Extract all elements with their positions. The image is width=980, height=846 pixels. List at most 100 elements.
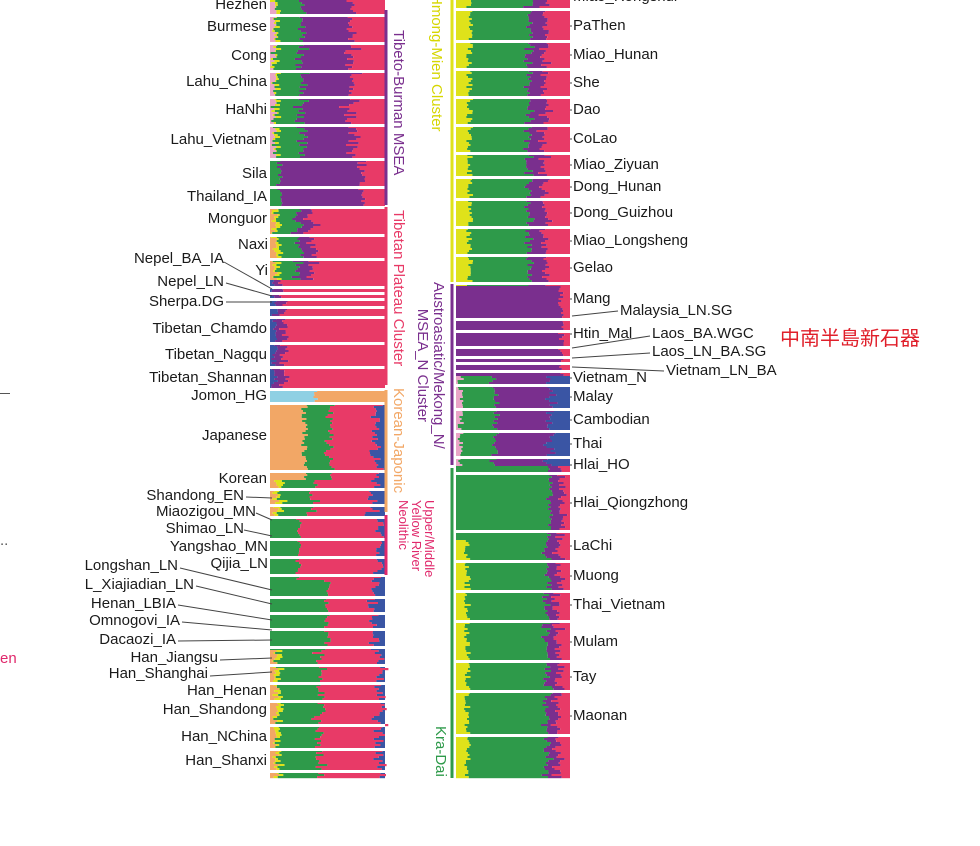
- admixture-segment: [547, 180, 570, 183]
- admixture-segment: [545, 106, 570, 109]
- admixture-segment: [456, 460, 459, 463]
- admixture-segment: [280, 136, 308, 139]
- admixture-segment: [559, 604, 570, 607]
- admixture-segment: [329, 464, 379, 467]
- admixture-segment: [279, 182, 360, 185]
- admixture-segment: [556, 614, 570, 617]
- admixture-segment: [525, 230, 540, 233]
- admixture-segment: [274, 356, 283, 359]
- population-gap: [270, 646, 385, 649]
- admixture-segment: [281, 204, 364, 207]
- population-label: Han_Shanghai: [108, 665, 208, 682]
- admixture-segment: [325, 604, 368, 607]
- admixture-segment: [545, 756, 557, 759]
- admixture-segment: [303, 232, 385, 235]
- admixture-segment: [456, 696, 465, 699]
- admixture-segment: [276, 496, 280, 499]
- admixture-segment: [456, 564, 465, 567]
- admixture-segment: [270, 250, 275, 253]
- admixture-segment: [270, 16, 276, 19]
- admixture-segment: [298, 528, 379, 531]
- admixture-segment: [470, 144, 529, 147]
- admixture-segment: [467, 726, 548, 729]
- admixture-segment: [270, 24, 277, 27]
- admixture-segment: [270, 196, 281, 199]
- admixture-segment: [545, 272, 570, 275]
- admixture-segment: [545, 228, 570, 231]
- admixture-segment: [270, 414, 302, 417]
- admixture-segment: [280, 678, 323, 681]
- admixture-segment: [303, 138, 357, 141]
- admixture-segment: [361, 172, 385, 175]
- admixture-segment: [462, 396, 494, 399]
- admixture-segment: [270, 100, 276, 103]
- admixture-segment: [271, 314, 280, 317]
- admixture-segment: [456, 412, 463, 415]
- admixture-segment: [456, 256, 468, 259]
- admixture-segment: [547, 570, 562, 573]
- admixture-segment: [459, 398, 494, 401]
- admixture-segment: [456, 2, 472, 5]
- admixture-segment: [466, 56, 525, 59]
- admixture-segment: [467, 158, 525, 161]
- admixture-segment: [456, 446, 463, 449]
- admixture-segment: [544, 138, 570, 141]
- admixture-segment: [525, 114, 539, 117]
- admixture-segment: [270, 694, 273, 697]
- admixture-segment: [456, 442, 463, 445]
- admixture-segment: [377, 766, 385, 769]
- admixture-segment: [551, 414, 570, 417]
- admixture-segment: [273, 680, 278, 683]
- admixture-segment: [548, 224, 570, 227]
- admixture-segment: [314, 738, 374, 741]
- admixture-segment: [275, 116, 282, 119]
- admixture-segment: [471, 32, 533, 35]
- admixture-segment: [304, 442, 327, 445]
- admixture-segment: [346, 152, 385, 155]
- admixture-segment: [330, 408, 376, 411]
- admixture-segment: [275, 54, 278, 57]
- admixture-segment: [307, 446, 334, 449]
- admixture-segment: [270, 490, 275, 493]
- admixture-segment: [561, 580, 570, 583]
- admixture-segment: [275, 722, 319, 725]
- admixture-segment: [539, 6, 570, 9]
- admixture-segment: [276, 662, 278, 665]
- admixture-segment: [563, 296, 570, 299]
- admixture-segment: [530, 228, 546, 231]
- admixture-segment: [380, 544, 385, 547]
- admixture-segment: [466, 750, 544, 753]
- admixture-segment: [280, 368, 385, 371]
- admixture-segment: [536, 130, 570, 133]
- admixture-segment: [276, 10, 281, 13]
- admixture-segment: [546, 680, 555, 683]
- admixture-segment: [560, 752, 570, 755]
- population-label: Cong: [231, 47, 267, 64]
- admixture-segment: [563, 324, 570, 327]
- admixture-segment: [287, 326, 385, 329]
- admixture-segment: [456, 724, 465, 727]
- admixture-segment: [375, 412, 385, 415]
- admixture-segment: [456, 390, 463, 393]
- admixture-segment: [378, 660, 385, 663]
- admixture-segment: [285, 318, 385, 321]
- admixture-segment: [523, 60, 543, 63]
- admixture-segment: [270, 262, 276, 265]
- admixture-segment: [456, 80, 471, 83]
- admixture-segment: [462, 404, 495, 407]
- admixture-segment: [548, 760, 561, 763]
- admixture-segment: [456, 272, 471, 275]
- admixture-segment: [456, 166, 469, 169]
- admixture-segment: [270, 98, 275, 101]
- admixture-segment: [466, 612, 546, 615]
- leader-line: [571, 310, 619, 317]
- admixture-segment: [304, 450, 327, 453]
- admixture-segment: [276, 318, 286, 321]
- admixture-segment: [465, 646, 547, 649]
- admixture-segment: [547, 540, 558, 543]
- admixture-segment: [353, 88, 385, 91]
- admixture-segment: [456, 556, 467, 559]
- admixture-segment: [313, 502, 373, 505]
- admixture-segment: [311, 274, 385, 277]
- admixture-segment: [323, 754, 384, 757]
